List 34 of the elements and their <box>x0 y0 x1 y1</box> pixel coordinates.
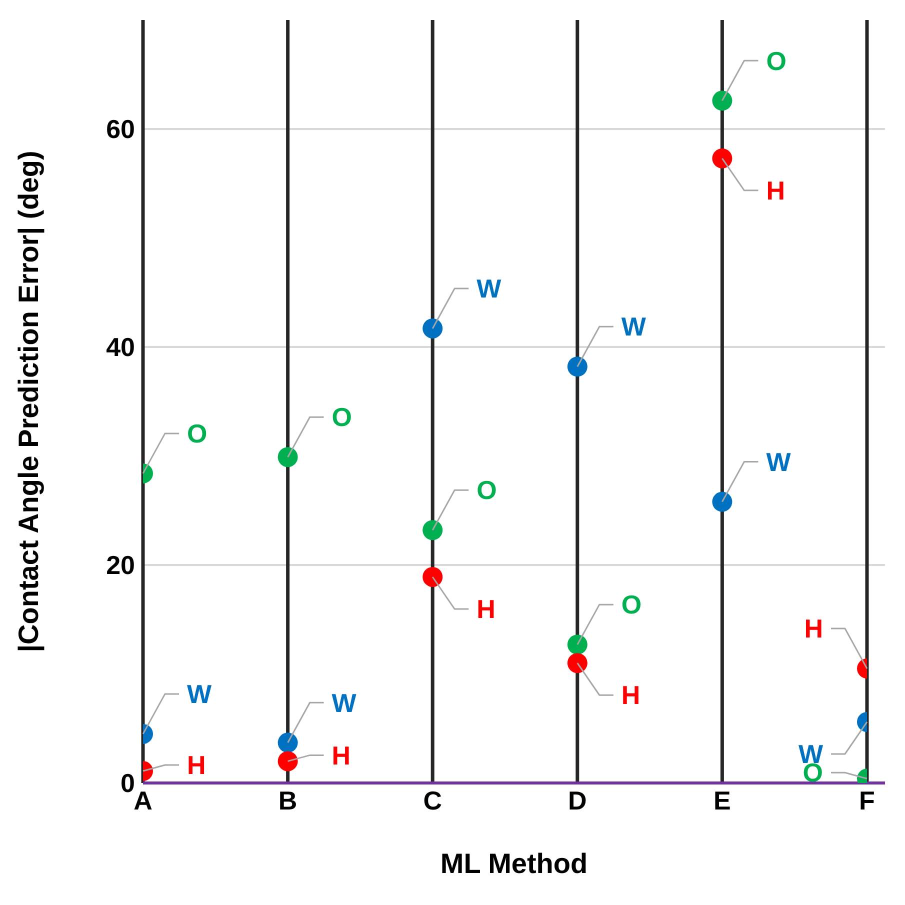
series-label: H <box>187 750 206 780</box>
text: H <box>476 594 496 624</box>
y-axis-title: |Contact Angle Prediction Error| (deg) <box>12 150 45 652</box>
point <box>567 634 588 655</box>
x-tick-label: E <box>714 785 731 816</box>
text: O <box>766 46 786 76</box>
x-tick-label: A <box>134 785 153 816</box>
text: H <box>804 614 823 644</box>
point <box>422 318 443 338</box>
point <box>567 356 588 377</box>
point <box>422 520 443 540</box>
text: W <box>476 274 502 304</box>
text: W <box>187 679 212 710</box>
x-axis-title: ML Method <box>440 848 588 879</box>
x-tick-label: F <box>859 785 875 816</box>
text: W <box>621 312 646 342</box>
x-tick-label: C <box>423 785 442 816</box>
y-tick-label: 20 <box>106 550 135 580</box>
text: O <box>187 418 208 449</box>
point <box>422 566 443 587</box>
text: H <box>332 740 351 770</box>
text: O <box>332 402 352 432</box>
point <box>567 653 588 674</box>
text: O <box>476 475 497 506</box>
y-tick-label: 60 <box>106 114 135 144</box>
text: H <box>766 176 785 206</box>
x-tick-label: B <box>278 785 298 816</box>
y-tick-label: 0 <box>120 768 135 798</box>
text: H <box>621 680 640 710</box>
y-tick-label: 40 <box>106 332 135 362</box>
text: O <box>621 590 642 620</box>
text: W <box>332 688 356 718</box>
x-tick-label: D <box>568 785 587 816</box>
text: W <box>766 446 791 477</box>
